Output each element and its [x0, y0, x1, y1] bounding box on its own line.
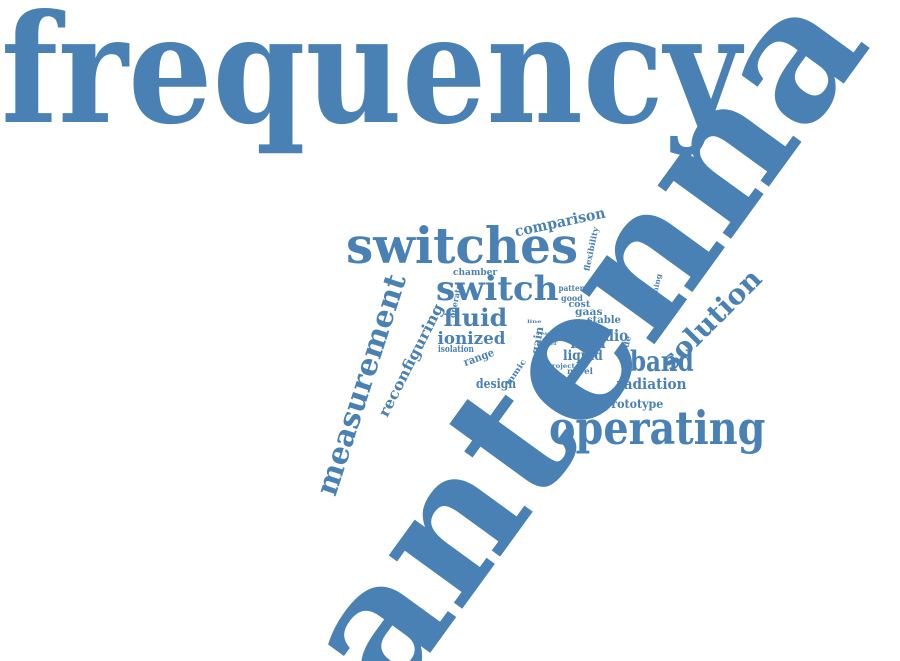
- word-frequency: frequency: [0, 0, 741, 158]
- word-switch: switch: [436, 269, 559, 309]
- word-novel: novel: [567, 366, 593, 376]
- word-gaas: gaas: [575, 307, 603, 318]
- word-line: line: [526, 318, 542, 325]
- word-cost: cost: [568, 299, 590, 310]
- word-operating: operating: [549, 401, 766, 455]
- word-design: design: [476, 376, 517, 392]
- word-fluid: fluid: [443, 303, 507, 332]
- word-radio: radio: [587, 326, 628, 345]
- word-prototype: prototype: [602, 397, 663, 411]
- word-project: project: [547, 363, 575, 370]
- word-radiation: radiation: [616, 374, 687, 393]
- word-mem: mem: [570, 333, 606, 352]
- word-chamber: chamber: [453, 267, 498, 278]
- word-water: water: [537, 340, 557, 347]
- word-pattern: pattern: [558, 283, 589, 293]
- word-isolation: isolation: [437, 344, 474, 355]
- word-band: band: [629, 345, 694, 378]
- word-stable: stable: [587, 315, 621, 326]
- word-ionized: ionized: [436, 328, 505, 349]
- word-liquid: liquid: [562, 348, 603, 364]
- word-good: good: [561, 293, 583, 303]
- word-switches: switches: [346, 216, 579, 275]
- word-result: result: [536, 330, 558, 337]
